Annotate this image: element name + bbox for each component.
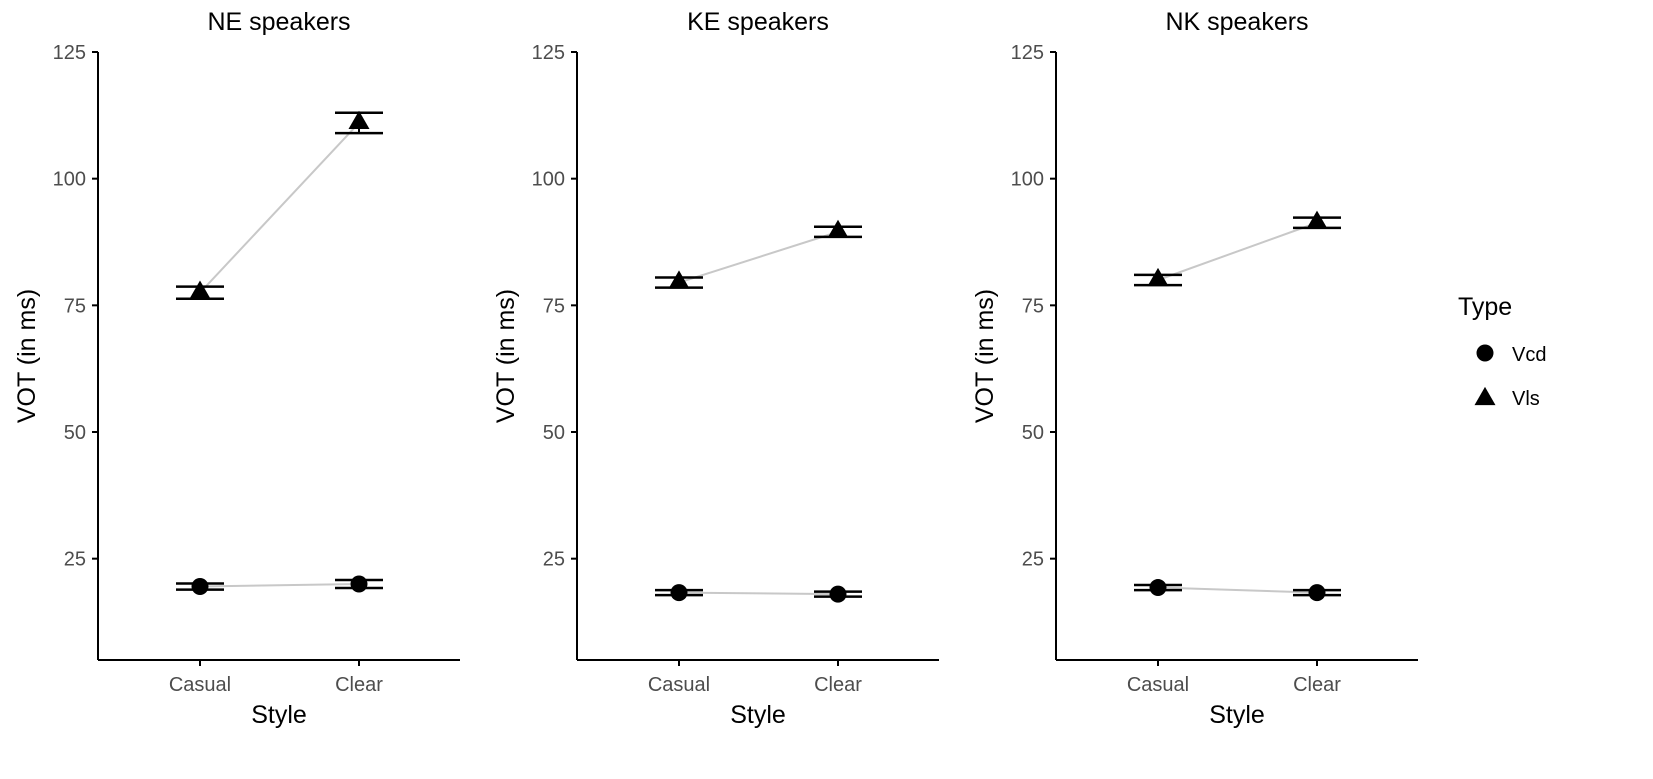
y-tick-label: 25 <box>543 549 565 571</box>
legend-title: Type <box>1458 293 1512 321</box>
y-tick-label: 25 <box>1022 549 1044 571</box>
point-vcd <box>829 585 847 603</box>
panel-title: NK speakers <box>1165 8 1308 36</box>
point-vcd <box>1149 579 1167 597</box>
panel-title: NE speakers <box>207 8 350 36</box>
series-line-vcd <box>1157 586 1318 594</box>
legend-label-vcd: Vcd <box>1512 344 1546 366</box>
point-vcd <box>350 575 368 593</box>
point-vls <box>668 270 690 289</box>
x-axis-title: Style <box>730 701 786 729</box>
point-vls <box>189 280 211 299</box>
point-vls <box>1147 267 1169 287</box>
point-vls <box>348 110 370 129</box>
panel-title: KE speakers <box>687 8 829 36</box>
legend-marker-triangle <box>1474 386 1496 406</box>
legend-marker-circle <box>1476 344 1494 362</box>
panel-1: 25 50 75 100 125 Casual Clear NE speakers Style V… <box>13 8 460 729</box>
y-tick-label: 25 <box>64 549 86 571</box>
series-line-vls <box>1157 221 1318 281</box>
x-tick-label: Casual <box>1127 674 1189 696</box>
x-tick-label: Casual <box>648 674 710 696</box>
series-line-vcd <box>199 583 360 588</box>
y-axis-title: VOT (in ms) <box>492 289 520 423</box>
point-vcd <box>1308 584 1326 602</box>
series-line-vcd <box>678 591 839 596</box>
y-tick-label: 125 <box>532 42 565 64</box>
legend: Type Vcd Vls <box>1458 293 1546 410</box>
y-tick-label: 100 <box>53 169 86 191</box>
x-axis-title: Style <box>251 701 307 729</box>
y-tick-label: 75 <box>1022 295 1044 317</box>
point-vls <box>827 219 849 238</box>
x-tick-label: Casual <box>169 674 231 696</box>
y-tick-label: 125 <box>1011 42 1044 64</box>
y-tick-label: 50 <box>64 422 86 444</box>
point-vcd <box>191 578 209 596</box>
y-axis-title: VOT (in ms) <box>971 289 999 423</box>
y-tick-label: 125 <box>53 42 86 64</box>
x-tick-label: Clear <box>814 674 862 696</box>
x-tick-label: Clear <box>335 674 383 696</box>
panel-3: 25 50 75 100 125 Casual Clear NK speakers Style V… <box>971 8 1418 729</box>
x-axis-title: Style <box>1209 701 1265 729</box>
x-tick-label: Clear <box>1293 674 1341 696</box>
panel-2: 25 50 75 100 125 Casual Clear KE speakers Style V… <box>492 8 939 729</box>
y-tick-label: 50 <box>1022 422 1044 444</box>
series-line-vls <box>199 122 360 294</box>
legend-label-vls: Vls <box>1512 388 1540 410</box>
y-axis-title: VOT (in ms) <box>13 289 41 423</box>
y-tick-label: 100 <box>532 169 565 191</box>
series-line-vls <box>678 230 839 284</box>
y-tick-label: 75 <box>543 295 565 317</box>
y-tick-label: 100 <box>1011 169 1044 191</box>
y-tick-label: 75 <box>64 295 86 317</box>
point-vcd <box>670 584 688 602</box>
y-tick-label: 50 <box>543 422 565 444</box>
point-vls <box>1306 210 1328 229</box>
